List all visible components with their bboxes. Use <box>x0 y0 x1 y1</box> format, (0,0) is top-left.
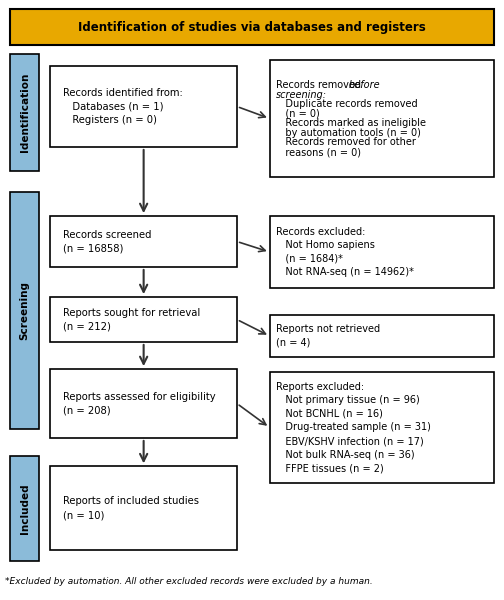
Text: Reports of included studies
(n = 10): Reports of included studies (n = 10) <box>63 496 199 520</box>
FancyBboxPatch shape <box>270 216 494 288</box>
Text: Identification of studies via databases and registers: Identification of studies via databases … <box>78 20 426 34</box>
Text: Records excluded:
   Not Homo sapiens
   (n = 1684)*
   Not RNA-seq (n = 14962)*: Records excluded: Not Homo sapiens (n = … <box>276 227 414 277</box>
Text: Reports sought for retrieval
(n = 212): Reports sought for retrieval (n = 212) <box>63 308 200 331</box>
FancyBboxPatch shape <box>50 466 237 550</box>
Text: Reports assessed for eligibility
(n = 208): Reports assessed for eligibility (n = 20… <box>63 392 216 415</box>
FancyBboxPatch shape <box>50 369 237 438</box>
Text: Records removed for other: Records removed for other <box>276 137 416 148</box>
Text: before: before <box>349 80 381 90</box>
Text: *Excluded by automation. All other excluded records were excluded by a human.: *Excluded by automation. All other exclu… <box>5 577 373 587</box>
Text: Records screened
(n = 16858): Records screened (n = 16858) <box>63 230 152 253</box>
FancyBboxPatch shape <box>10 192 39 429</box>
FancyBboxPatch shape <box>270 315 494 357</box>
Text: Records identified from:
   Databases (n = 1)
   Registers (n = 0): Records identified from: Databases (n = … <box>63 88 183 125</box>
FancyBboxPatch shape <box>10 54 39 171</box>
Text: reasons (n = 0): reasons (n = 0) <box>276 147 361 157</box>
FancyBboxPatch shape <box>50 216 237 267</box>
FancyBboxPatch shape <box>270 60 494 177</box>
Text: Records removed: Records removed <box>276 80 364 90</box>
FancyBboxPatch shape <box>270 372 494 483</box>
Text: Screening: Screening <box>20 281 30 340</box>
Text: Records marked as ineligible: Records marked as ineligible <box>276 118 426 128</box>
FancyBboxPatch shape <box>10 456 39 561</box>
FancyBboxPatch shape <box>50 297 237 342</box>
Text: (n = 0): (n = 0) <box>276 109 320 119</box>
Text: Included: Included <box>20 483 30 534</box>
FancyBboxPatch shape <box>10 9 494 45</box>
Text: Duplicate records removed: Duplicate records removed <box>276 99 417 109</box>
Text: Identification: Identification <box>20 73 30 152</box>
Text: Reports excluded:
   Not primary tissue (n = 96)
   Not BCNHL (n = 16)
   Drug-t: Reports excluded: Not primary tissue (n … <box>276 382 430 473</box>
Text: Reports not retrieved
(n = 4): Reports not retrieved (n = 4) <box>276 324 380 348</box>
FancyBboxPatch shape <box>50 66 237 147</box>
Text: by automation tools (n = 0): by automation tools (n = 0) <box>276 128 420 138</box>
Text: screening:: screening: <box>276 89 327 100</box>
